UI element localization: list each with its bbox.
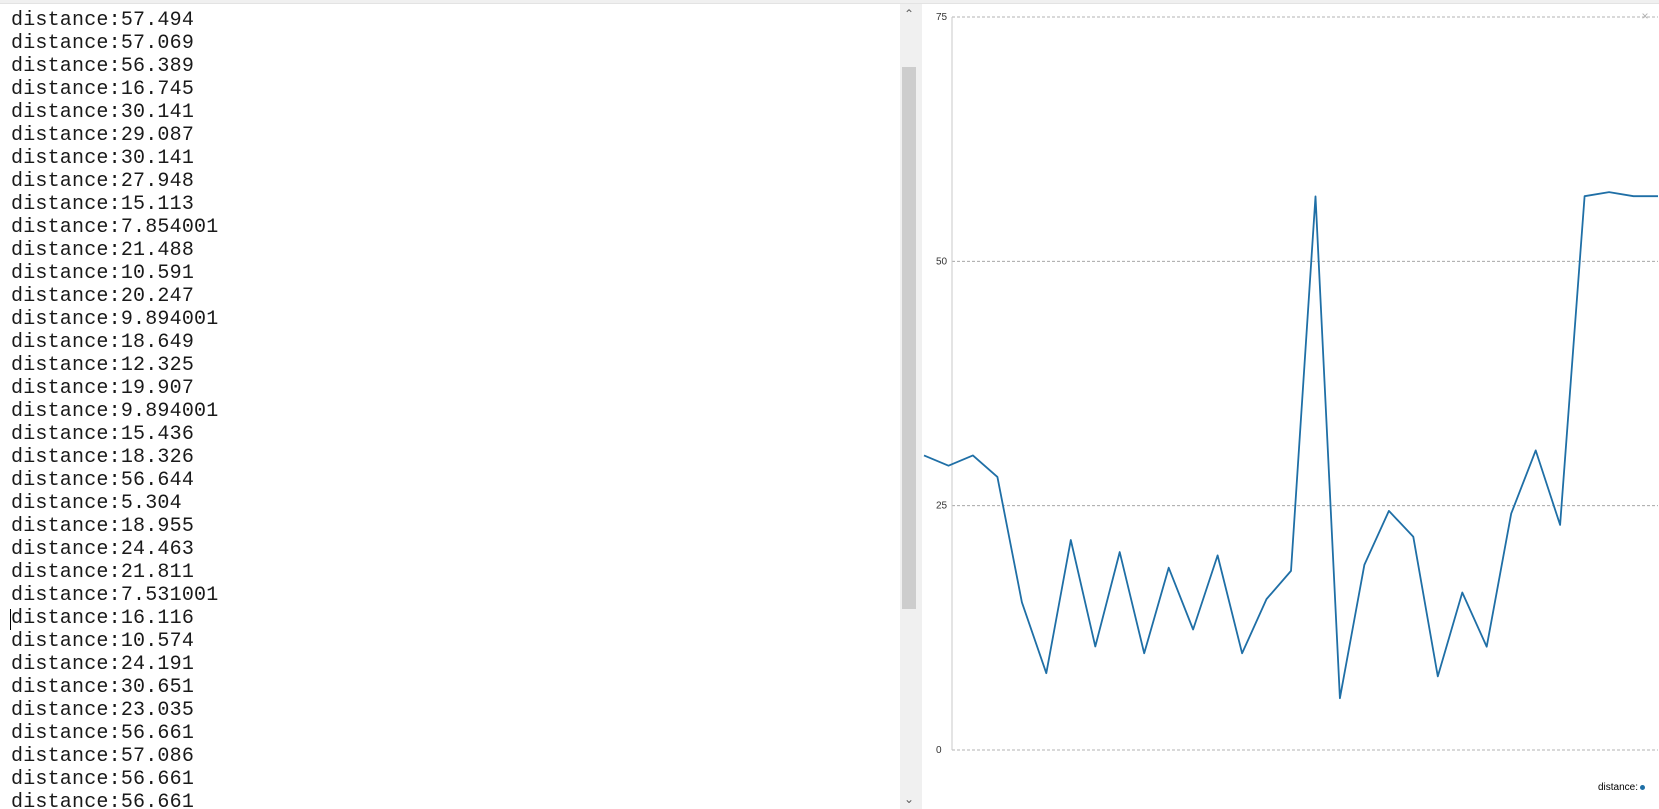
serial-line: distance:30.141 — [11, 101, 195, 124]
text-caret — [10, 609, 11, 630]
serial-line: distance:24.191 — [11, 653, 195, 676]
serial-line: distance:16.745 — [11, 78, 195, 101]
serial-line: distance:18.649 — [11, 331, 195, 354]
serial-line: distance:12.325 — [11, 354, 195, 377]
serial-line: distance:56.644 — [11, 469, 195, 492]
serial-line: distance:57.494 — [11, 9, 195, 32]
serial-line: distance:56.661 — [11, 791, 195, 809]
serial-line: distance:16.116 — [11, 607, 195, 630]
serial-lines-list: distance:57.494 distance:57.069 distance:5… — [11, 9, 218, 809]
y-tick-label: 50 — [936, 256, 948, 267]
serial-line: distance:19.907 — [11, 377, 195, 400]
serial-line: distance:10.574 — [11, 630, 195, 653]
serial-line: distance:10.591 — [11, 262, 195, 285]
window-top-border — [0, 0, 1659, 4]
y-tick-label: 75 — [936, 12, 948, 23]
serial-line: distance:18.326 — [11, 446, 195, 469]
serial-line: distance:23.035 — [11, 699, 195, 722]
serial-line: distance:20.247 — [11, 285, 195, 308]
legend: distance: — [1598, 782, 1645, 793]
chevron-down-icon[interactable]: ⌄ — [903, 792, 915, 806]
serial-line: distance:56.389 — [11, 55, 195, 78]
plot-canvas: 0 25 50 75 — [923, 12, 1658, 756]
serial-line: distance:30.651 — [11, 676, 195, 699]
y-tick-label: 0 — [936, 745, 942, 756]
serial-line: distance:15.436 — [11, 423, 195, 446]
y-tick-label: 25 — [936, 501, 948, 512]
serial-line: distance:57.069 — [11, 32, 195, 55]
close-icon[interactable]: × — [1641, 9, 1649, 23]
serial-line: distance:56.661 — [11, 768, 195, 791]
serial-line: distance:56.661 — [11, 722, 195, 745]
serial-line: distance:21.488 — [11, 239, 195, 262]
serial-monitor-output[interactable]: distance:57.494 distance:57.069 distance:5… — [0, 4, 902, 809]
scrollbar-thumb[interactable] — [902, 67, 916, 609]
serial-line: distance:27.948 — [11, 170, 195, 193]
legend-label: distance: — [1597, 782, 1638, 793]
serial-line: distance:21.811 — [11, 561, 195, 584]
serial-line: distance:57.086 — [11, 745, 195, 768]
serial-line: distance:7.854001 — [11, 216, 219, 239]
serial-line: distance:9.894001 — [11, 308, 219, 331]
legend-swatch — [1640, 785, 1645, 790]
serial-line: distance:29.087 — [11, 124, 195, 147]
vertical-scrollbar[interactable]: ⌃ ⌄ — [900, 4, 918, 809]
chevron-up-icon[interactable]: ⌃ — [903, 7, 915, 21]
pane-divider[interactable] — [918, 4, 922, 809]
serial-line: distance:24.463 — [11, 538, 195, 561]
series-line-distance — [923, 191, 1658, 700]
serial-line: distance:7.531001 — [11, 584, 219, 607]
serial-line: distance:5.304 — [11, 492, 182, 515]
serial-line: distance:9.894001 — [11, 400, 219, 423]
serial-line: distance:30.141 — [11, 147, 195, 170]
serial-line: distance:18.955 — [11, 515, 195, 538]
serial-plotter: 0 25 50 75 × distance: — [922, 4, 1659, 809]
serial-line: distance:15.113 — [11, 193, 195, 216]
